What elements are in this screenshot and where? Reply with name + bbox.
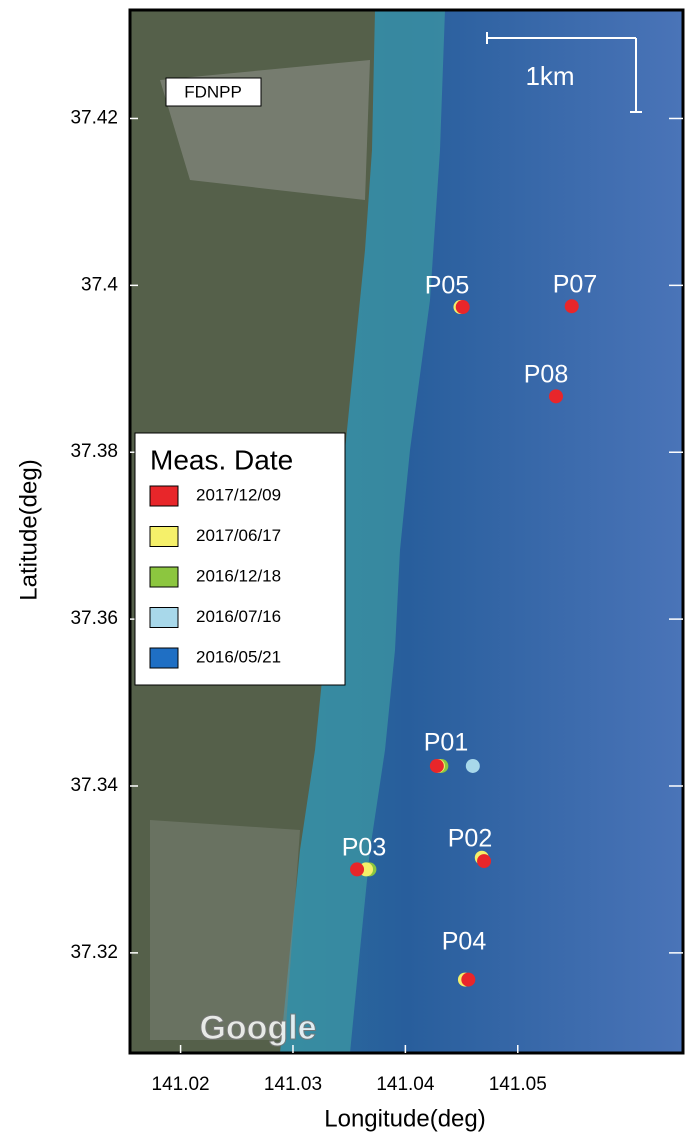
site-label: FDNPP [184, 82, 242, 101]
y-tick-label: 37.38 [70, 441, 118, 462]
legend-label: 2017/12/09 [196, 485, 281, 504]
point [549, 389, 563, 403]
watermark: Google [199, 1009, 316, 1047]
legend-swatch [150, 648, 178, 668]
legend: Meas. Date 2017/12/09 2017/06/17 2016/12/18… [135, 433, 345, 685]
legend-swatch [150, 567, 178, 587]
point [456, 300, 470, 314]
y-tick-label: 37.34 [70, 775, 118, 796]
point [350, 862, 364, 876]
point [430, 759, 444, 773]
y-tick-label: 37.32 [70, 942, 118, 963]
legend-label: 2016/07/16 [196, 607, 281, 626]
legend-swatch [150, 486, 178, 506]
x-axis-label: Longitude(deg) [324, 1105, 485, 1132]
scale-label: 1km [525, 61, 574, 91]
x-tick-label: 141.03 [264, 1074, 322, 1095]
y-tick-label: 37.4 [81, 274, 118, 295]
point [461, 973, 475, 987]
y-tick-label: 37.42 [70, 107, 118, 128]
legend-swatch [150, 527, 178, 547]
legend-label: 2017/06/17 [196, 526, 281, 545]
point-label: P07 [553, 271, 597, 299]
x-tick-label: 141.04 [376, 1074, 435, 1095]
point-label: P02 [448, 825, 492, 853]
page: FDNPP 1km Google Longitude(deg) Latitude… [0, 0, 692, 1142]
point-label: P08 [524, 361, 568, 389]
point-label: P04 [442, 928, 487, 956]
legend-title: Meas. Date [150, 444, 293, 475]
y-tick-label: 37.36 [70, 608, 118, 629]
y-axis-label: Latitude(deg) [15, 459, 42, 600]
legend-label: 2016/12/18 [196, 566, 281, 585]
legend-label: 2016/05/21 [196, 647, 281, 666]
point-label: P01 [424, 729, 468, 757]
point [565, 299, 579, 313]
point [466, 759, 480, 773]
x-tick-label: 141.02 [152, 1074, 210, 1095]
legend-swatch [150, 608, 178, 628]
point-label: P05 [425, 272, 469, 300]
chart: FDNPP 1km Google Longitude(deg) Latitude… [0, 0, 692, 1137]
point-label: P03 [342, 834, 386, 862]
point [477, 854, 491, 868]
x-tick-label: 141.05 [489, 1074, 547, 1095]
